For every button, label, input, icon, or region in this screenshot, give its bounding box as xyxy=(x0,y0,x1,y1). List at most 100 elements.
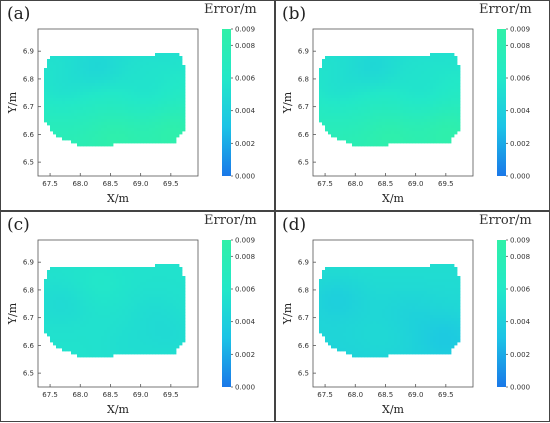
heatmap-cell xyxy=(80,59,84,63)
heatmap-cell xyxy=(394,336,398,340)
heatmap-cell xyxy=(122,270,126,274)
heatmap-cell xyxy=(176,294,180,298)
heatmap-cell xyxy=(442,59,446,63)
heatmap-cell xyxy=(445,107,449,111)
heatmap-cell xyxy=(346,327,350,331)
heatmap-cell xyxy=(346,315,350,319)
heatmap-cell xyxy=(394,59,398,63)
heatmap-cell xyxy=(436,131,440,135)
heatmap-cell xyxy=(358,300,362,304)
heatmap-cell xyxy=(319,282,323,286)
heatmap-cell xyxy=(77,89,81,93)
heatmap-cell xyxy=(104,330,108,334)
heatmap-cell xyxy=(53,71,57,75)
heatmap-cell xyxy=(358,95,362,99)
colorbar xyxy=(222,240,231,387)
heatmap-cell xyxy=(125,101,129,105)
heatmap-cell xyxy=(367,267,371,271)
heatmap-cell xyxy=(137,113,141,117)
heatmap-cell xyxy=(325,312,329,316)
heatmap-cell xyxy=(412,101,416,105)
heatmap-cell xyxy=(433,56,437,60)
heatmap-cell xyxy=(140,128,144,132)
heatmap-cell xyxy=(134,327,138,331)
heatmap-cell xyxy=(382,98,386,102)
heatmap-cell xyxy=(47,98,51,102)
heatmap-cell xyxy=(80,354,84,358)
heatmap-cell xyxy=(92,143,96,147)
heatmap-cell xyxy=(361,137,365,141)
heatmap-cell xyxy=(421,86,425,90)
heatmap-cell xyxy=(62,119,66,123)
heatmap-cell xyxy=(373,306,377,310)
heatmap-cell xyxy=(400,104,404,108)
heatmap-cell xyxy=(370,276,374,280)
heatmap-cell xyxy=(164,113,168,117)
heatmap-cell xyxy=(170,92,174,96)
heatmap-cell xyxy=(173,104,177,108)
heatmap-cell xyxy=(65,62,69,66)
heatmap-cell xyxy=(86,336,90,340)
heatmap-cell xyxy=(349,315,353,319)
heatmap-cell xyxy=(319,116,323,120)
heatmap-cell xyxy=(74,291,78,295)
heatmap-cell xyxy=(80,276,84,280)
heatmap-cell xyxy=(355,342,359,346)
heatmap-cell xyxy=(364,288,368,292)
heatmap-cell xyxy=(373,143,377,147)
heatmap-cell xyxy=(155,116,159,120)
heatmap-cell xyxy=(173,303,177,307)
heatmap-cell xyxy=(331,282,335,286)
heatmap-cell xyxy=(409,270,413,274)
heatmap-cell xyxy=(56,77,60,81)
heatmap-cell xyxy=(71,62,75,66)
heatmap-cell xyxy=(125,288,129,292)
heatmap-cell xyxy=(379,354,383,358)
heatmap-cell xyxy=(397,59,401,63)
heatmap-cell xyxy=(152,137,156,141)
heatmap-cell xyxy=(403,279,407,283)
heatmap-cell xyxy=(140,303,144,307)
heatmap-cell xyxy=(74,119,78,123)
heatmap-cell xyxy=(379,71,383,75)
heatmap-cell xyxy=(92,312,96,316)
heatmap-cell xyxy=(406,140,410,144)
heatmap-cell xyxy=(92,291,96,295)
heatmap-cell xyxy=(406,285,410,289)
heatmap-cell xyxy=(409,140,413,144)
heatmap-cell xyxy=(113,273,117,277)
heatmap-cell xyxy=(134,318,138,322)
heatmap-cell xyxy=(361,321,365,325)
heatmap-cell xyxy=(457,110,461,114)
heatmap-cell xyxy=(451,92,455,96)
heatmap-cell xyxy=(355,324,359,328)
heatmap-cell xyxy=(340,101,344,105)
heatmap-cell xyxy=(164,300,168,304)
heatmap-cell xyxy=(44,119,48,123)
heatmap-cell xyxy=(71,113,75,117)
heatmap-cell xyxy=(445,134,449,138)
heatmap-cell xyxy=(71,95,75,99)
heatmap-cell xyxy=(334,89,338,93)
heatmap-cell xyxy=(439,62,443,66)
heatmap-cell xyxy=(343,300,347,304)
heatmap-cell xyxy=(328,294,332,298)
heatmap-cell xyxy=(134,125,138,129)
heatmap-cell xyxy=(334,342,338,346)
heatmap-cell xyxy=(379,86,383,90)
heatmap-cell xyxy=(149,68,153,72)
heatmap-cell xyxy=(394,128,398,132)
heatmap-cell xyxy=(95,282,99,286)
heatmap-cell xyxy=(343,116,347,120)
heatmap-cell xyxy=(155,315,159,319)
heatmap-cell xyxy=(131,288,135,292)
heatmap-cell xyxy=(98,116,102,120)
heatmap-cell xyxy=(373,113,377,117)
heatmap-cell xyxy=(403,119,407,123)
heatmap-cell xyxy=(152,285,156,289)
heatmap-cell xyxy=(125,276,129,280)
heatmap-cell xyxy=(412,83,416,87)
heatmap-cell xyxy=(421,137,425,141)
heatmap-cell xyxy=(161,330,165,334)
colorbar-title: Error/m xyxy=(479,213,532,228)
